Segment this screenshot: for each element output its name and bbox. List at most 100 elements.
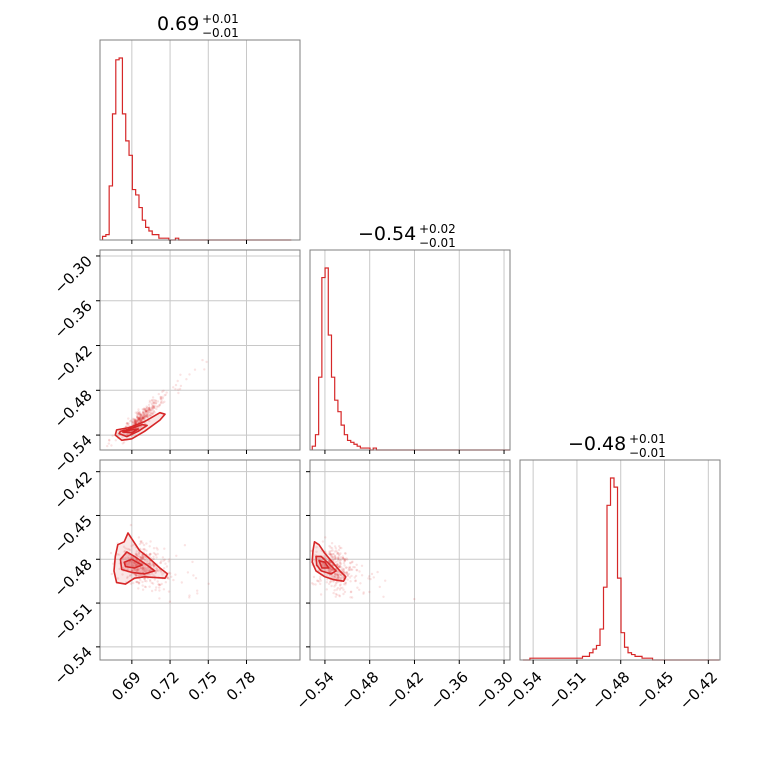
scatter-point <box>329 580 332 583</box>
scatter-point <box>335 551 339 554</box>
title-param-1: −0.54 +0.02 −0.01 <box>358 222 456 250</box>
scatter-point <box>154 588 157 592</box>
scatter-point <box>156 568 159 572</box>
scatter-point <box>158 589 161 592</box>
scatter-point <box>108 439 111 442</box>
scatter-point <box>138 417 141 421</box>
scatter-point <box>316 579 319 582</box>
scatter-point <box>348 576 352 579</box>
scatter-point <box>151 403 154 406</box>
panel-2-2: −0.54−0.51−0.48−0.45−0.42 <box>501 459 721 713</box>
scatter-point <box>122 545 126 548</box>
scatter-point <box>134 574 138 577</box>
scatter-point <box>342 557 345 560</box>
scatter-point <box>156 552 159 556</box>
scatter-point <box>141 567 144 570</box>
scatter-point <box>345 571 348 574</box>
scatter-point <box>146 416 150 419</box>
scatter-point <box>170 575 173 578</box>
scatter-point <box>142 557 145 561</box>
scatter-point <box>145 568 148 571</box>
scatter-point <box>164 562 167 565</box>
scatter-point <box>147 413 150 416</box>
scatter-point <box>330 575 333 579</box>
scatter-point <box>138 417 141 420</box>
scatter-point <box>138 416 141 420</box>
scatter-point <box>311 582 314 585</box>
scatter-point <box>139 579 142 582</box>
scatter-point <box>136 554 139 558</box>
scatter-point <box>342 569 345 572</box>
scatter-point <box>143 585 147 588</box>
scatter-point <box>160 399 163 403</box>
scatter-point <box>148 553 151 556</box>
scatter-point <box>139 567 142 570</box>
scatter-point <box>136 570 139 573</box>
scatter-point <box>338 565 341 569</box>
scatter-point <box>128 420 132 423</box>
scatter-point <box>127 424 130 427</box>
scatter-point <box>133 561 136 565</box>
scatter-point <box>349 590 353 594</box>
scatter-point <box>336 551 340 555</box>
scatter-point <box>136 415 139 419</box>
scatter-point <box>344 558 347 562</box>
scatter-point <box>137 408 140 411</box>
scatter-point <box>336 560 339 563</box>
histogram-0 <box>101 57 292 241</box>
scatter-point <box>142 410 145 414</box>
scatter-point <box>142 543 146 547</box>
scatter-point <box>132 568 135 572</box>
scatter-point <box>143 579 147 583</box>
scatter-point <box>143 408 146 412</box>
scatter-point <box>188 373 191 376</box>
scatter-point <box>135 569 138 572</box>
scatter-point <box>137 568 140 571</box>
scatter-point <box>137 417 140 420</box>
x-tick-label: 0.69 <box>108 668 144 704</box>
scatter-point <box>143 569 147 572</box>
scatter-point <box>336 563 339 566</box>
scatter-point <box>110 444 113 447</box>
scatter-point <box>376 570 379 574</box>
scatter-point <box>133 569 136 572</box>
scatter-point <box>164 393 167 396</box>
x-tick-label: −0.36 <box>427 668 472 713</box>
scatter-point <box>336 577 339 580</box>
scatter-point <box>331 558 335 561</box>
scatter-point <box>140 567 143 570</box>
scatter-point <box>144 410 147 413</box>
scatter-point <box>131 564 134 567</box>
scatter-point <box>337 564 340 567</box>
scatter-point <box>344 583 347 586</box>
scatter-point <box>140 419 143 423</box>
scatter-point <box>148 585 151 588</box>
scatter-point <box>107 442 111 445</box>
scatter-point <box>327 559 331 563</box>
scatter-point <box>158 586 161 589</box>
title-plus-0: +0.01 <box>202 12 239 26</box>
scatter-point <box>336 552 340 555</box>
title-param-0: 0.69 +0.01 −0.01 <box>157 12 239 40</box>
scatter-point <box>146 409 149 412</box>
scatter-point <box>137 417 140 420</box>
scatter-point <box>150 589 154 593</box>
scatter-point <box>153 574 156 577</box>
scatter-point <box>336 576 339 579</box>
scatter-point <box>338 595 341 598</box>
scatter-point <box>152 401 155 404</box>
scatter-point <box>344 552 347 555</box>
scatter-point <box>333 554 337 557</box>
scatter-point <box>362 591 365 594</box>
x-tick-label: −0.48 <box>588 668 633 713</box>
scatter-point <box>137 582 141 585</box>
scatter-point <box>142 567 145 571</box>
scatter-point <box>142 415 145 419</box>
panel-1-1 <box>309 249 511 454</box>
x-tick-label: −0.45 <box>632 668 677 713</box>
scatter-point <box>136 420 139 423</box>
scatter-point <box>168 600 172 603</box>
scatter-point <box>135 564 138 567</box>
scatter-point <box>145 409 148 412</box>
scatter-point <box>135 553 139 556</box>
